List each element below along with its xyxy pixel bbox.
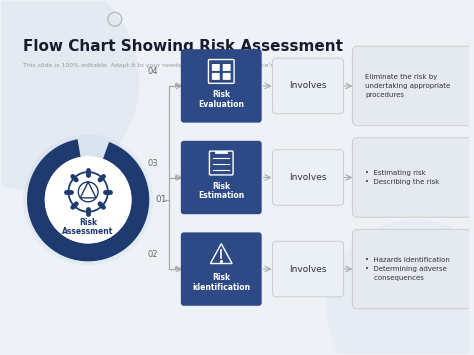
Circle shape bbox=[23, 134, 153, 265]
FancyBboxPatch shape bbox=[352, 138, 474, 217]
FancyBboxPatch shape bbox=[181, 49, 262, 122]
Circle shape bbox=[327, 220, 474, 355]
Text: Eliminate the risk by
undertaking appropriate
procedures: Eliminate the risk by undertaking approp… bbox=[365, 74, 450, 98]
Text: This slide is 100% editable. Adapt it to your needs and capture your audience's : This slide is 100% editable. Adapt it to… bbox=[23, 63, 307, 68]
Text: Estimation: Estimation bbox=[198, 191, 245, 200]
Text: 04: 04 bbox=[148, 67, 158, 76]
FancyBboxPatch shape bbox=[352, 229, 474, 309]
FancyBboxPatch shape bbox=[273, 241, 344, 297]
Text: Flow Chart Showing Risk Assessment: Flow Chart Showing Risk Assessment bbox=[23, 39, 343, 54]
Text: •  Hazards identification
•  Determining adverse
    consequences: • Hazards identification • Determining a… bbox=[365, 257, 450, 281]
Text: Involves: Involves bbox=[289, 81, 327, 91]
FancyBboxPatch shape bbox=[223, 73, 231, 80]
FancyBboxPatch shape bbox=[181, 141, 262, 214]
Circle shape bbox=[0, 0, 139, 190]
FancyBboxPatch shape bbox=[273, 58, 344, 114]
Text: 03: 03 bbox=[148, 159, 158, 168]
Text: Evaluation: Evaluation bbox=[198, 100, 244, 109]
Text: Risk: Risk bbox=[212, 182, 230, 191]
FancyBboxPatch shape bbox=[273, 150, 344, 205]
Text: Risk: Risk bbox=[79, 218, 97, 227]
Circle shape bbox=[45, 156, 132, 244]
Text: 02: 02 bbox=[148, 250, 158, 259]
FancyBboxPatch shape bbox=[212, 73, 220, 80]
Text: 01: 01 bbox=[155, 195, 167, 204]
FancyBboxPatch shape bbox=[223, 64, 231, 71]
Text: ▶: ▶ bbox=[174, 175, 179, 180]
Text: identification: identification bbox=[192, 283, 250, 292]
Text: Assessment: Assessment bbox=[63, 226, 114, 236]
FancyBboxPatch shape bbox=[212, 64, 220, 71]
Text: •  Estimating risk
•  Describing the risk: • Estimating risk • Describing the risk bbox=[365, 170, 439, 185]
Wedge shape bbox=[27, 139, 149, 261]
Text: ▶: ▶ bbox=[174, 83, 179, 88]
FancyBboxPatch shape bbox=[181, 233, 262, 306]
Text: Risk: Risk bbox=[212, 273, 230, 282]
FancyBboxPatch shape bbox=[352, 46, 474, 126]
Text: Involves: Involves bbox=[289, 173, 327, 182]
Text: Involves: Involves bbox=[289, 264, 327, 274]
Text: ▶: ▶ bbox=[174, 267, 179, 272]
Text: Risk: Risk bbox=[212, 90, 230, 99]
